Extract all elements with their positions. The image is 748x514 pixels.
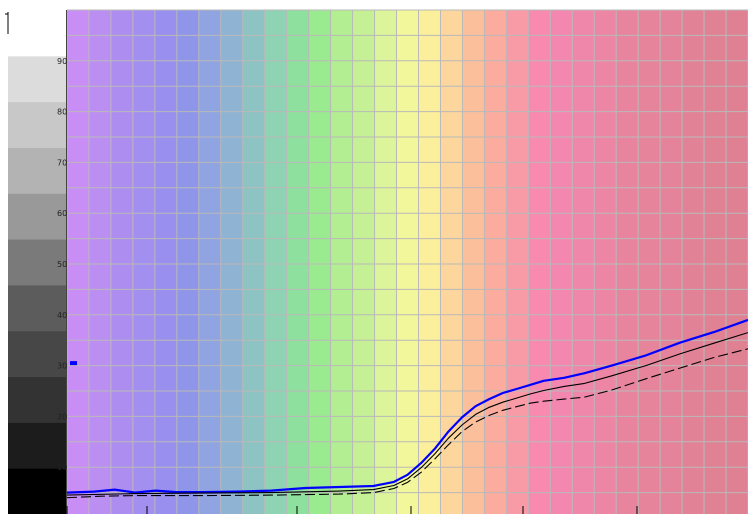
- spectrum-band: [154, 10, 178, 514]
- spectrum-band: [67, 10, 90, 514]
- spectrum-band: [220, 10, 244, 514]
- gray-scale-segment: [8, 101, 66, 148]
- spectrum-band: [110, 10, 134, 514]
- spectrum-band: [374, 10, 398, 514]
- gray-scale-segment: [8, 10, 66, 57]
- spectrum-band: [550, 10, 573, 514]
- spectrum-band: [484, 10, 507, 514]
- spectrum-band: [308, 10, 332, 514]
- grid: [66, 9, 748, 514]
- spectrum-band: [132, 10, 156, 514]
- spectrum-band: [572, 10, 595, 514]
- spectrum-band: [286, 10, 310, 514]
- spectrum-band: [462, 10, 485, 514]
- gray-scale-segment: [8, 330, 66, 378]
- y-tick-label: 10: [57, 463, 67, 472]
- gray-scale-segment: [8, 147, 66, 194]
- spectrum-band: [264, 10, 288, 514]
- spectrum-band: [176, 10, 200, 514]
- spectrum-band: [88, 10, 112, 514]
- spectrum-band: [638, 10, 661, 514]
- gray-scale-segment: [8, 55, 66, 103]
- y-tick-label: 20: [57, 412, 67, 421]
- series-line: [66, 348, 748, 499]
- gray-scale-segment: [8, 468, 66, 514]
- marker-indicator: [70, 361, 77, 366]
- spectrum-band: [528, 10, 551, 514]
- gray-scale-bar: 10 20 30 40 50 60 70 80 90: [8, 10, 67, 514]
- spectrum-band: [418, 10, 442, 514]
- y-tick-label: 70: [57, 158, 67, 167]
- axis-group: [5, 12, 638, 514]
- y-tick-label: 40: [57, 311, 67, 320]
- spectrum-band: [198, 10, 222, 514]
- y-tick-label: 80: [57, 108, 67, 117]
- spectrum-band: [594, 10, 617, 514]
- spectrum-background: [67, 10, 748, 514]
- spectrum-band: [396, 10, 420, 514]
- gray-scale-segment: [8, 284, 66, 332]
- spectrum-band: [726, 10, 748, 514]
- y-tick-label: 60: [57, 209, 67, 218]
- series-line: [66, 332, 748, 496]
- gray-scale-segment: [8, 376, 66, 423]
- y-tick-label: 50: [57, 260, 67, 269]
- spectrum-band: [506, 10, 529, 514]
- spectrum-band: [616, 10, 639, 514]
- gray-scale-segment: [8, 422, 66, 469]
- spectrum-band: [242, 10, 266, 514]
- spectrum-band: [330, 10, 354, 514]
- spectrum-band: [704, 10, 727, 514]
- spectrum-band: [352, 10, 376, 514]
- series-group: [66, 318, 748, 499]
- y-tick-label: 30: [57, 362, 67, 371]
- spectrum-band: [660, 10, 683, 514]
- spectrum-band: [682, 10, 705, 514]
- y-tick-label: 90: [57, 57, 67, 66]
- gray-scale-segment: [8, 193, 66, 240]
- gray-scale-segment: [8, 239, 66, 286]
- series-line: [66, 318, 748, 494]
- spectrum-band: [440, 10, 464, 514]
